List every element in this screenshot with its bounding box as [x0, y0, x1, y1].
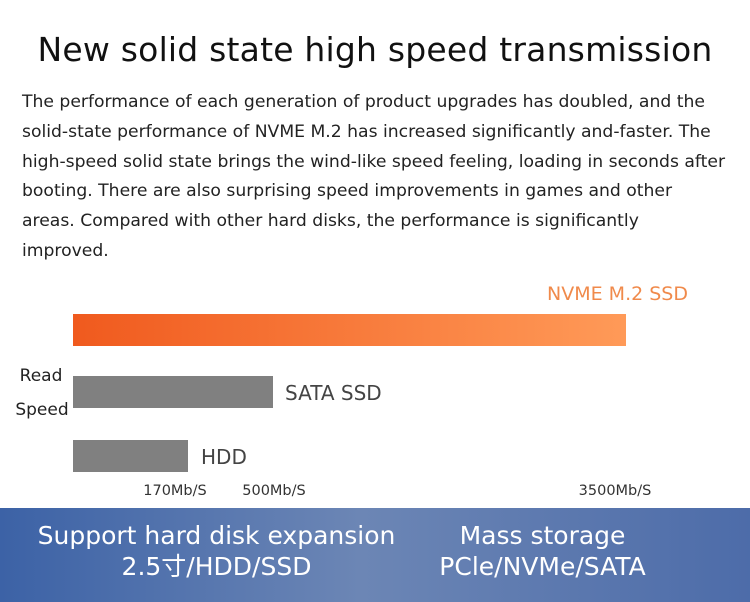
- tick-label: 500Mb/S: [242, 483, 305, 499]
- footer-right-line2: PCle/NVMe/SATA: [439, 552, 646, 581]
- footer-banner: Support hard disk expansion 2.5寸/HDD/SSD…: [0, 508, 750, 602]
- description-paragraph: The performance of each generation of pr…: [22, 92, 726, 261]
- bar-nvme-m-2-ssd: [73, 314, 626, 346]
- bar-sata-ssd: [73, 376, 273, 408]
- bar-hdd: [73, 440, 188, 472]
- footer-right-line1: Mass storage: [459, 521, 626, 550]
- footer-feature-storage: Mass storage PCle/NVMe/SATA: [400, 520, 685, 582]
- footer-left-line1: Support hard disk expansion: [37, 521, 396, 550]
- page-title: New solid state high speed transmission: [37, 30, 713, 69]
- footer-feature-expansion: Support hard disk expansion 2.5寸/HDD/SSD: [24, 520, 409, 582]
- footer-left-line2: 2.5寸/HDD/SSD: [121, 552, 312, 581]
- tick-label: 3500Mb/S: [579, 483, 652, 499]
- read-speed-chart: Read Speed NVME M.2 SSD SATA SSD HDD 3500Mb…: [15, 283, 688, 499]
- y-axis-label: Read Speed: [15, 366, 68, 420]
- category-label-0: NVME M.2 SSD: [547, 283, 688, 305]
- y-axis-label-line: Speed: [15, 400, 68, 420]
- category-label-1: SATA SSD: [285, 381, 382, 405]
- category-label-2: HDD: [201, 445, 247, 469]
- y-axis-label-line: Read: [20, 366, 63, 386]
- tick-label: 170Mb/S: [143, 483, 206, 499]
